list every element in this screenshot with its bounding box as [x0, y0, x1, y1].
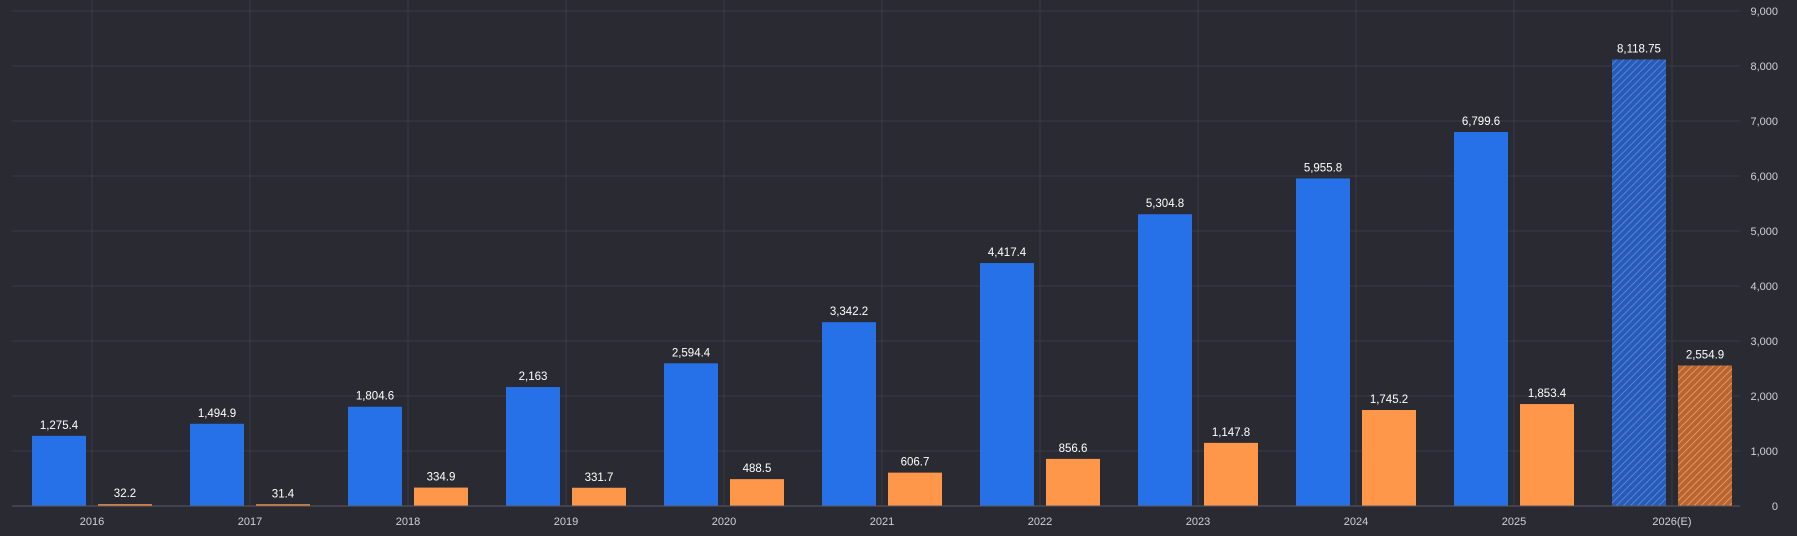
- bar-series-2[interactable]: [414, 487, 468, 506]
- bar-value-label: 5,304.8: [1146, 198, 1184, 210]
- bar-series-1[interactable]: [190, 423, 244, 506]
- bar-value-label: 1,494.9: [198, 408, 236, 420]
- bar-series-1[interactable]: [506, 387, 560, 506]
- y-tick-label: 3,000: [1750, 336, 1778, 348]
- bar-value-label: 1,745.2: [1370, 394, 1408, 406]
- bar-value-label: 331.7: [585, 472, 614, 484]
- x-tick-label: 2016: [80, 516, 104, 528]
- bar-value-label: 32.2: [114, 488, 136, 500]
- bar-value-label: 856.6: [1059, 443, 1088, 455]
- bar-value-label: 2,163: [519, 371, 548, 383]
- grid-lines: [12, 0, 1740, 506]
- y-tick-label: 6,000: [1750, 171, 1778, 183]
- bar-value-label: 3,342.2: [830, 306, 868, 318]
- bar-series-2[interactable]: [1046, 458, 1100, 506]
- bar-value-label: 31.4: [272, 488, 295, 500]
- y-tick-label: 5,000: [1750, 226, 1778, 238]
- x-tick-label: 2023: [1186, 516, 1210, 528]
- x-tick-label: 2021: [870, 516, 894, 528]
- x-tick-label: 2017: [238, 516, 262, 528]
- bar-value-label: 488.5: [743, 463, 772, 475]
- y-tick-label: 2,000: [1750, 391, 1778, 403]
- bar-series-2[interactable]: [1204, 442, 1258, 506]
- bar-value-label: 4,417.4: [988, 247, 1027, 259]
- bars: [32, 59, 1732, 506]
- y-tick-label: 1,000: [1750, 446, 1778, 458]
- x-tick-label: 2018: [396, 516, 420, 528]
- bar-series-1[interactable]: [1454, 132, 1508, 506]
- x-tick-label: 2019: [554, 516, 578, 528]
- axes: 0 1,000 2,000 3,000 4,000 5,000 6,000 7,000 8,00…: [12, 6, 1778, 528]
- y-tick-label: 9,000: [1750, 6, 1778, 18]
- bar-series-1-estimate[interactable]: [1612, 59, 1666, 506]
- bar-series-1[interactable]: [664, 363, 718, 506]
- bar-value-label: 2,594.4: [672, 347, 711, 359]
- bar-series-1[interactable]: [1138, 214, 1192, 506]
- x-tick-label: 2026(E): [1652, 516, 1691, 528]
- bar-value-label: 1,804.6: [356, 391, 394, 403]
- bar-value-label: 1,853.4: [1528, 388, 1567, 400]
- y-tick-label: 4,000: [1750, 281, 1778, 293]
- bar-value-label: 1,147.8: [1212, 427, 1250, 439]
- bar-series-2[interactable]: [98, 504, 152, 506]
- x-tick-label: 2020: [712, 516, 736, 528]
- bar-value-label: 334.9: [427, 472, 456, 484]
- bar-series-2[interactable]: [888, 472, 942, 506]
- y-tick-label: 7,000: [1750, 116, 1778, 128]
- x-tick-label: 2025: [1502, 516, 1526, 528]
- bar-value-label: 606.7: [901, 457, 930, 469]
- bar-series-2[interactable]: [1520, 404, 1574, 506]
- bar-series-2[interactable]: [256, 504, 310, 506]
- bar-series-1[interactable]: [348, 406, 402, 506]
- y-tick-label: 8,000: [1750, 61, 1778, 73]
- bar-series-2[interactable]: [572, 487, 626, 506]
- bar-series-1[interactable]: [1296, 178, 1350, 506]
- x-tick-label: 2024: [1344, 516, 1368, 528]
- x-tick-label: 2022: [1028, 516, 1052, 528]
- bar-series-2[interactable]: [1362, 410, 1416, 506]
- bar-value-label: 8,118.75: [1617, 43, 1661, 55]
- bar-value-label: 1,275.4: [40, 420, 79, 432]
- y-tick-label: 0: [1772, 501, 1778, 513]
- bar-value-label: 2,554.9: [1686, 349, 1724, 361]
- bar-series-1[interactable]: [822, 322, 876, 506]
- bar-series-1[interactable]: [32, 435, 86, 506]
- bar-series-2-estimate[interactable]: [1678, 365, 1732, 506]
- bar-series-2[interactable]: [730, 479, 784, 506]
- bar-series-1[interactable]: [980, 263, 1034, 506]
- data-labels: 1,275.4 1,494.9 1,804.6 2,163 2,594.4 3,342.2…: [40, 43, 1724, 500]
- bar-value-label: 5,955.8: [1304, 162, 1342, 174]
- bar-value-label: 6,799.6: [1462, 116, 1500, 128]
